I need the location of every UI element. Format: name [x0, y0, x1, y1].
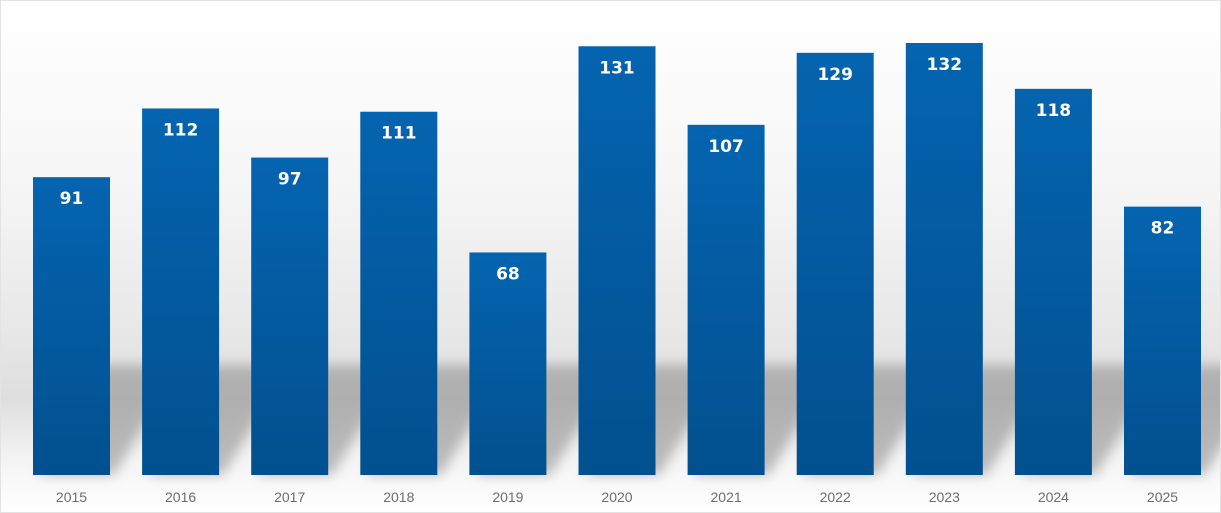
data-label-2020: 131 — [599, 58, 635, 78]
bar-2023 — [905, 43, 983, 475]
bar-2016 — [142, 108, 220, 476]
bar-2017 — [251, 157, 329, 475]
data-label-2023: 132 — [927, 55, 963, 75]
bar-2025 — [1124, 206, 1201, 476]
data-label-2025: 82 — [1151, 219, 1175, 239]
x-tick-label-2020: 2020 — [601, 489, 632, 505]
data-label-2024: 118 — [1036, 101, 1072, 121]
data-label-2021: 107 — [708, 137, 744, 157]
data-label-2018: 111 — [381, 124, 417, 144]
data-label-2019: 68 — [496, 264, 520, 284]
x-tick-label-2016: 2016 — [165, 489, 196, 505]
x-tick-label-2022: 2022 — [820, 489, 851, 505]
x-tick-label-2017: 2017 — [274, 489, 305, 505]
x-axis-ticks: 2015 2016 2017 2018 2019 2020 2021 2022 2023 2024… — [56, 489, 1178, 505]
x-tick-label-2023: 2023 — [929, 489, 960, 505]
bars-group — [33, 43, 1201, 476]
data-labels-group: 91 112 97 111 68 131 107 129 132 118 82 — [60, 55, 1175, 284]
x-tick-label-2021: 2021 — [711, 489, 742, 505]
x-tick-label-2015: 2015 — [56, 489, 87, 505]
bar-2020 — [578, 46, 656, 475]
data-label-2015: 91 — [60, 189, 84, 209]
x-tick-label-2025: 2025 — [1147, 489, 1178, 505]
x-tick-label-2019: 2019 — [492, 489, 523, 505]
data-label-2016: 112 — [163, 120, 199, 140]
bar-2022 — [796, 52, 874, 476]
data-label-2017: 97 — [278, 170, 302, 190]
x-tick-label-2018: 2018 — [383, 489, 414, 505]
x-tick-label-2024: 2024 — [1038, 489, 1069, 505]
bar-2018 — [360, 111, 438, 476]
bar-2021 — [687, 124, 765, 476]
bar-2024 — [1014, 88, 1092, 476]
data-label-2022: 129 — [817, 65, 853, 85]
bar-2015 — [33, 177, 110, 475]
bar-2019 — [469, 252, 547, 475]
